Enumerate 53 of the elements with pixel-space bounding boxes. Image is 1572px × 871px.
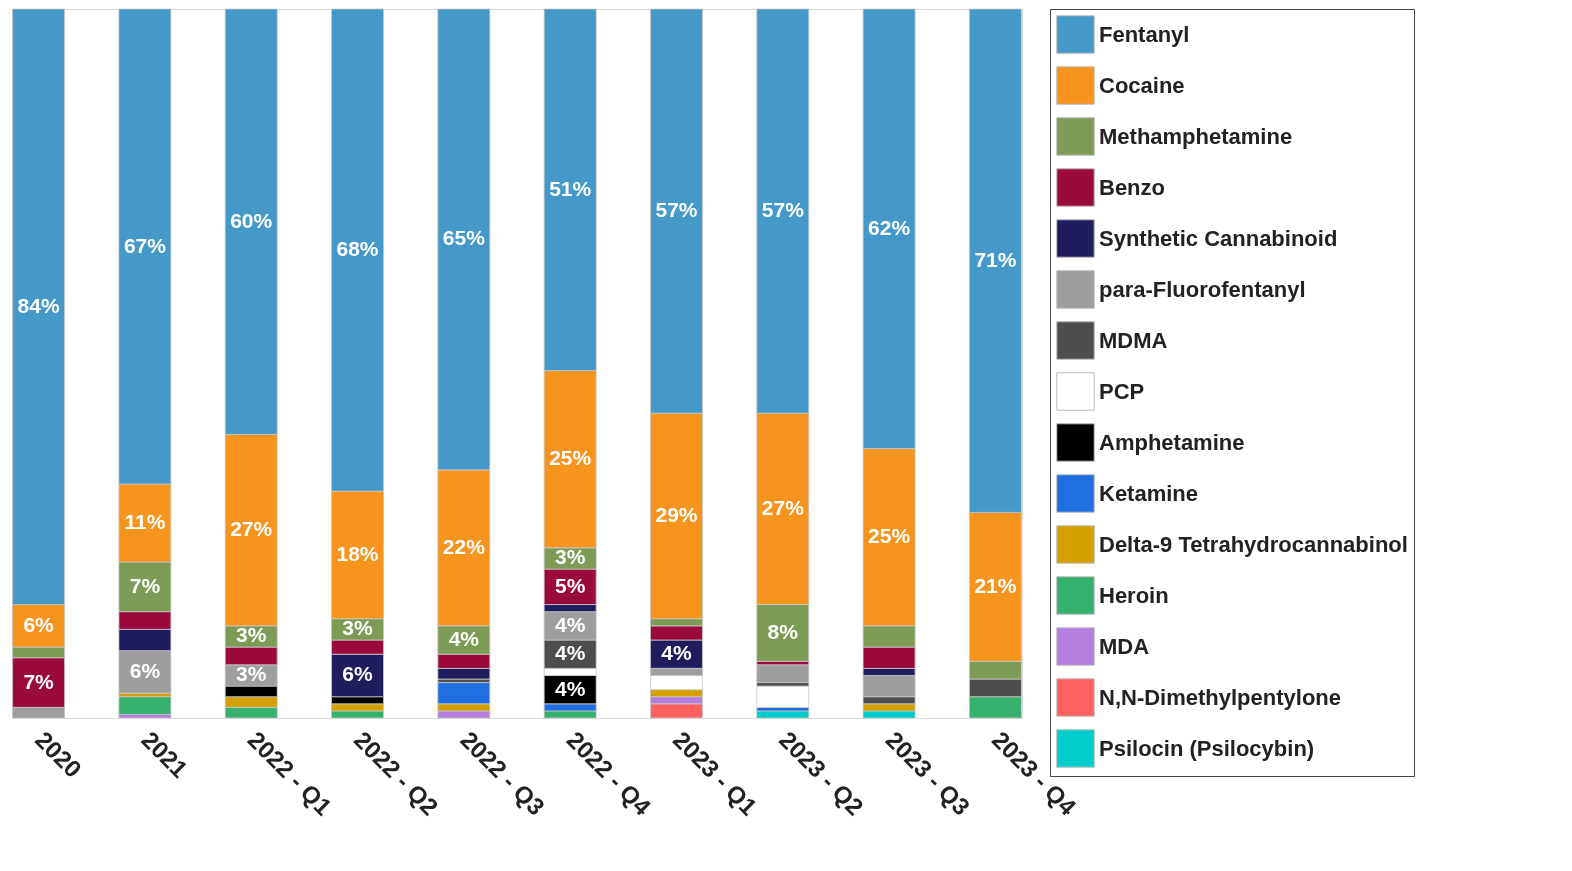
data-label: 21% xyxy=(974,573,1017,597)
data-label: 84% xyxy=(17,293,60,317)
data-label: 4% xyxy=(554,676,586,700)
data-label: 51% xyxy=(549,176,592,200)
data-label: 4% xyxy=(448,627,480,651)
legend-label: PCP xyxy=(1099,378,1145,404)
data-label: 57% xyxy=(761,198,805,222)
data-label: 29% xyxy=(655,502,698,526)
data-label: 4% xyxy=(554,641,586,665)
data-label: 60% xyxy=(230,208,273,232)
legend-label: MDA xyxy=(1099,633,1150,659)
data-label: 57% xyxy=(655,198,698,222)
data-label: 4% xyxy=(661,641,692,665)
data-label: 68% xyxy=(336,237,379,261)
data-label: 3% xyxy=(554,545,586,569)
data-label: 18% xyxy=(336,541,379,565)
legend-label: Cocaine xyxy=(1099,72,1185,98)
data-label: 3% xyxy=(236,623,267,647)
bar xyxy=(756,664,810,683)
legend-label: Psilocin (Psilocybin) xyxy=(1099,735,1315,761)
legend-label: Ketamine xyxy=(1099,480,1199,506)
bar xyxy=(756,685,810,708)
legend-label: Fentanyl xyxy=(1099,21,1190,47)
data-label: 6% xyxy=(342,662,374,686)
data-label: 6% xyxy=(129,658,161,682)
data-label: 25% xyxy=(549,446,592,470)
legend-label: MDMA xyxy=(1099,327,1168,353)
data-label: 25% xyxy=(868,524,911,548)
data-label: 4% xyxy=(554,612,586,636)
legend-label: Amphetamine xyxy=(1099,429,1245,455)
legend-label: Methamphetamine xyxy=(1099,123,1293,149)
data-label: 5% xyxy=(554,573,586,597)
data-label: 65% xyxy=(442,226,486,250)
bar xyxy=(118,696,172,715)
legend-label: Synthetic Cannabinoid xyxy=(1099,225,1338,251)
legend-label: Benzo xyxy=(1099,174,1165,200)
data-label: 3% xyxy=(342,616,374,640)
data-label: 6% xyxy=(23,612,55,636)
data-label: 27% xyxy=(230,517,273,541)
data-label: 11% xyxy=(124,510,166,534)
data-label: 8% xyxy=(767,619,799,643)
data-label: 27% xyxy=(761,495,805,519)
data-label: 7% xyxy=(129,573,161,597)
data-label: 67% xyxy=(123,233,167,257)
legend-label: para-Fluorofentanyl xyxy=(1099,276,1306,302)
data-label: 22% xyxy=(442,534,486,558)
data-label: 62% xyxy=(868,215,911,239)
data-label: 3% xyxy=(236,662,267,686)
legend-label: Delta-9 Tetrahydrocannabinol xyxy=(1099,531,1408,557)
data-label: 7% xyxy=(23,669,55,693)
legend-label: N,N-Dimethylpentylone xyxy=(1099,684,1342,710)
legend-label: Heroin xyxy=(1099,582,1169,608)
data-label: 71% xyxy=(974,247,1017,271)
